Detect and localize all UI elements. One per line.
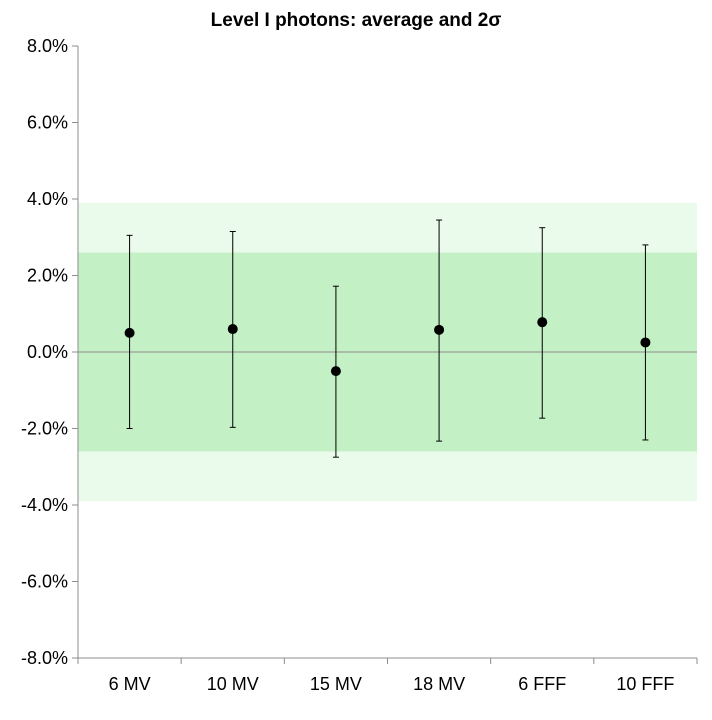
y-tick-label: 6.0%	[27, 113, 68, 133]
x-tick-label: 10 FFF	[616, 674, 674, 694]
y-tick-label: -2.0%	[21, 419, 68, 439]
y-tick-label: -6.0%	[21, 572, 68, 592]
data-point	[537, 317, 548, 328]
chart-title: Level I photons: average and 2σ	[210, 10, 502, 31]
y-tick-label: 0.0%	[27, 342, 68, 362]
data-point	[124, 327, 135, 338]
y-tick-label: 4.0%	[27, 189, 68, 209]
y-tick-label: 8.0%	[27, 36, 68, 56]
x-tick-label: 6 FFF	[518, 674, 566, 694]
y-tick-label: -4.0%	[21, 495, 68, 515]
y-tick-label: -8.0%	[21, 648, 68, 668]
data-point	[227, 324, 238, 335]
x-tick-label: 6 MV	[109, 674, 151, 694]
x-tick-label: 15 MV	[310, 674, 362, 694]
data-point	[434, 324, 445, 335]
x-tick-label: 18 MV	[413, 674, 465, 694]
data-point	[330, 366, 341, 377]
y-tick-label: 2.0%	[27, 266, 68, 286]
data-point	[640, 337, 651, 348]
x-tick-label: 10 MV	[207, 674, 259, 694]
